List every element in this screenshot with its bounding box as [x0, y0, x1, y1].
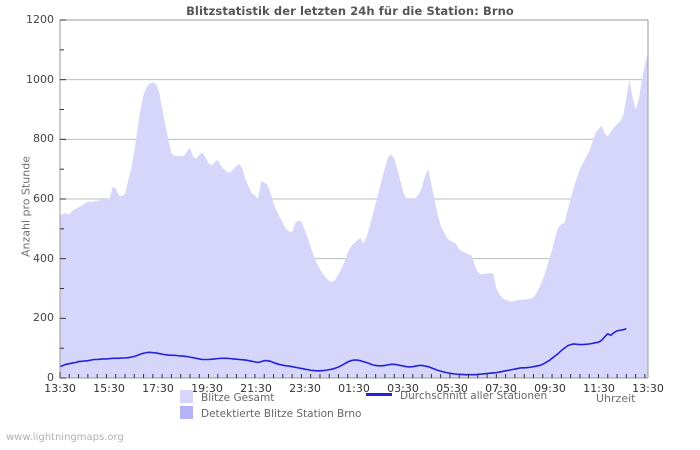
y-tick-label: 800 — [33, 132, 54, 146]
x-tick-label: 01:30 — [338, 382, 370, 395]
x-tick-label: 17:30 — [142, 382, 174, 395]
legend-label: Durchschnitt aller Stationen — [400, 390, 548, 402]
legend-color-swatch — [180, 390, 193, 403]
legend-item[interactable]: Detektierte Blitze Station Brno — [180, 406, 361, 420]
x-tick-label: 05:30 — [436, 382, 468, 395]
area-series-blitze-gesamt — [60, 52, 648, 378]
chart-legend: Blitze Gesamt Detektierte Blitze Station … — [0, 388, 700, 428]
x-tick-label: 11:30 — [583, 382, 615, 395]
legend-label: Detektierte Blitze Station Brno — [201, 408, 362, 420]
y-tick-label: 0 — [47, 371, 54, 384]
legend-label: Blitze Gesamt — [201, 392, 275, 404]
x-tick-label: 03:30 — [387, 382, 419, 395]
x-tick-label: 19:30 — [191, 382, 223, 395]
x-tick-label: 07:30 — [485, 382, 517, 395]
chart-title: Blitzstatistik der letzten 24h für die S… — [186, 4, 514, 18]
x-axis-label: Uhrzeit — [596, 392, 636, 405]
x-tick-label: 13:30 — [44, 382, 76, 395]
legend-color-swatch — [180, 406, 193, 419]
footer-site-label: www.lightningmaps.org — [6, 432, 124, 443]
x-tick-label: 21:30 — [240, 382, 272, 395]
y-tick-label: 1000 — [26, 72, 54, 86]
legend-line-marker — [366, 393, 392, 396]
legend-item[interactable]: Durchschnitt aller Stationen — [366, 390, 547, 402]
y-tick-label: 400 — [33, 251, 54, 265]
x-tick-label: 13:30 — [632, 382, 664, 395]
y-tick-label: 200 — [33, 311, 54, 325]
legend-item[interactable]: Blitze Gesamt — [180, 390, 274, 404]
x-tick-label: 23:30 — [289, 382, 321, 395]
line-series-durchschnitt — [59, 328, 627, 376]
x-tick-label: 15:30 — [93, 382, 125, 395]
y-tick-label: 1200 — [26, 13, 54, 26]
y-tick-label: 600 — [33, 192, 54, 205]
x-tick-label: 09:30 — [534, 382, 566, 395]
